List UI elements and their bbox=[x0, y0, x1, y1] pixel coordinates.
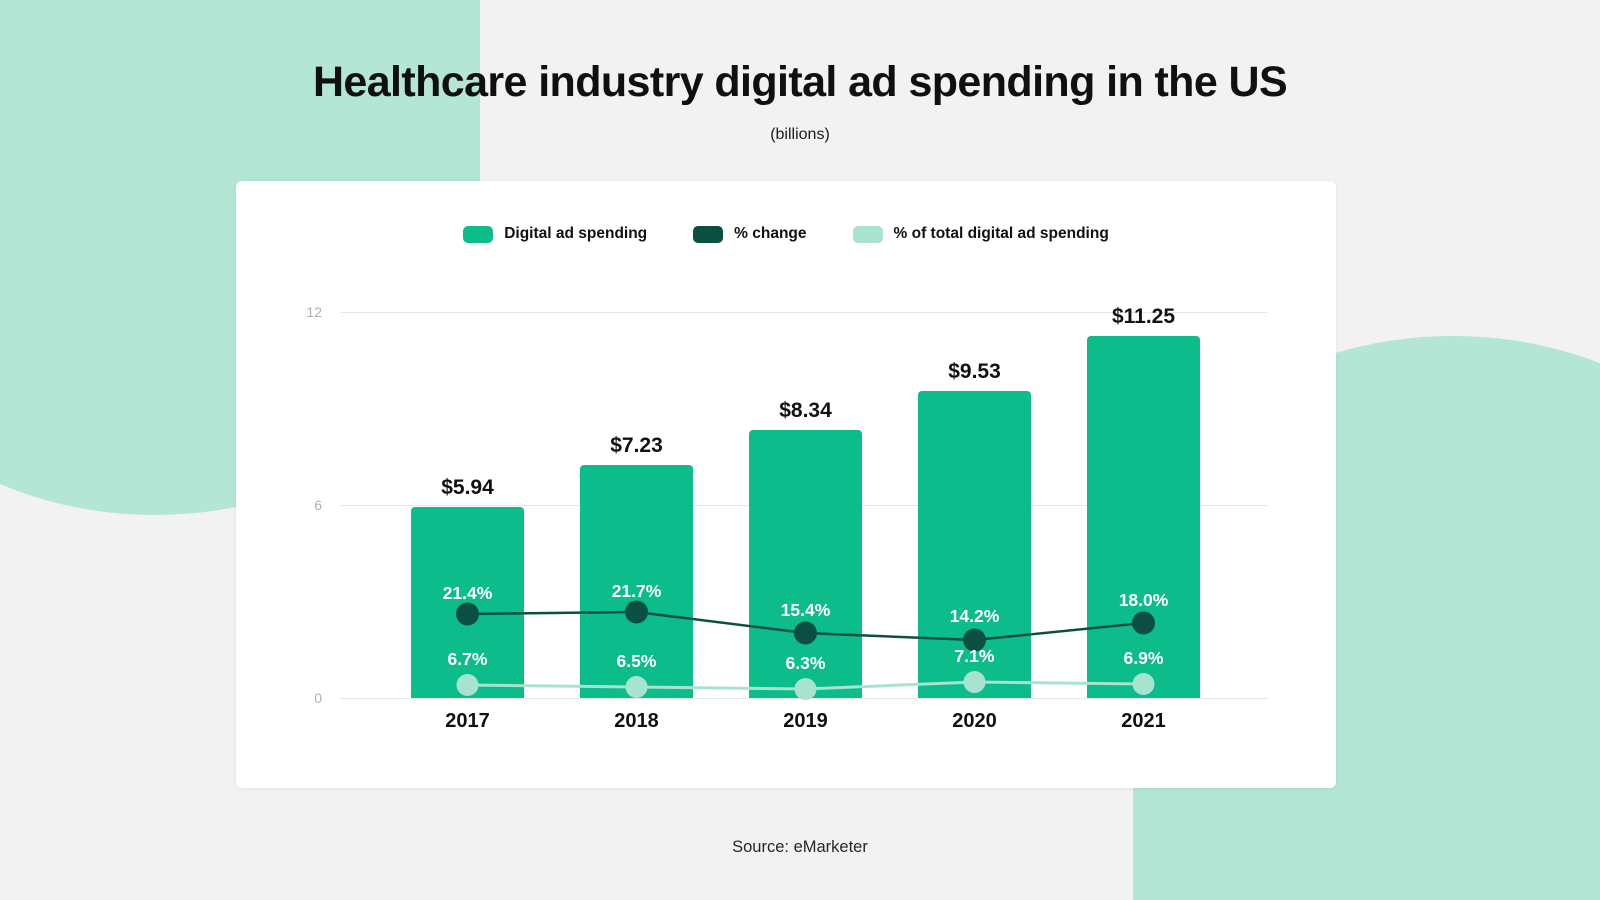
percent-of-total-label-2020: 7.1% bbox=[954, 646, 995, 666]
chart-card: Digital ad spending % change % of total … bbox=[236, 181, 1336, 788]
x-axis-tick-2019: 2019 bbox=[783, 710, 828, 732]
plot-area: 12 6 0 $5.94 $7.23 $8.34 $9.53 $11.25 bbox=[306, 304, 1268, 732]
bar-2018[interactable] bbox=[580, 465, 693, 698]
bar-value-2018: $7.23 bbox=[610, 434, 663, 457]
line-series-overlay bbox=[456, 600, 1155, 700]
legend-item-percent-change[interactable]: % change bbox=[693, 225, 807, 243]
percent-of-total-label-2017: 6.7% bbox=[447, 649, 488, 669]
percent-change-marker-2018 bbox=[625, 600, 648, 624]
percent-change-label-2018: 21.7% bbox=[611, 581, 662, 601]
percent-change-marker-2021 bbox=[1132, 611, 1155, 635]
x-axis-tick-2020: 2020 bbox=[952, 710, 997, 732]
percent-of-total-marker-2017 bbox=[456, 674, 479, 696]
legend-label: % change bbox=[734, 225, 807, 242]
legend-label: Digital ad spending bbox=[504, 225, 648, 242]
x-axis-tick-2018: 2018 bbox=[614, 710, 659, 732]
gridline-12 bbox=[340, 312, 1268, 313]
legend-swatch-icon bbox=[693, 225, 724, 243]
percent-of-total-marker-2018 bbox=[625, 676, 648, 698]
y-axis-tick-12: 12 bbox=[306, 304, 322, 320]
bar-value-2021: $11.25 bbox=[1111, 305, 1176, 328]
page-title: Healthcare industry digital ad spending … bbox=[312, 58, 1288, 106]
percent-change-label-2020: 14.2% bbox=[949, 606, 1000, 626]
x-axis-tick-2017: 2017 bbox=[445, 710, 490, 732]
percent-change-label-2017: 21.4% bbox=[442, 583, 493, 603]
percent-of-total-label-2021: 6.9% bbox=[1123, 648, 1164, 668]
source-note: Source: eMarketer bbox=[732, 838, 868, 856]
bar-value-2019: $8.34 bbox=[779, 399, 832, 422]
percent-change-label-2021: 18.0% bbox=[1118, 590, 1169, 610]
y-axis-tick-6: 6 bbox=[314, 497, 322, 513]
legend-label: % of total digital ad spending bbox=[893, 225, 1109, 242]
legend-swatch-icon bbox=[463, 225, 494, 243]
percent-of-total-marker-2019 bbox=[794, 678, 817, 700]
percent-change-marker-2020 bbox=[963, 628, 986, 652]
bar-2019[interactable] bbox=[749, 430, 862, 698]
page-subtitle: (billions) bbox=[770, 126, 830, 143]
bar-value-2017: $5.94 bbox=[441, 476, 494, 499]
bar-2021[interactable] bbox=[1087, 336, 1200, 698]
percent-change-marker-2019 bbox=[794, 621, 817, 645]
y-axis-tick-0: 0 bbox=[314, 690, 322, 706]
percent-of-total-label-2018: 6.5% bbox=[616, 651, 657, 671]
chart-legend: Digital ad spending % change % of total … bbox=[236, 225, 1336, 243]
legend-swatch-icon bbox=[852, 225, 883, 243]
percent-of-total-marker-2020 bbox=[963, 671, 986, 693]
x-axis-tick-2021: 2021 bbox=[1121, 710, 1166, 732]
percent-change-marker-2017 bbox=[456, 602, 479, 626]
percent-of-total-marker-2021 bbox=[1132, 673, 1155, 695]
bar-value-2020: $9.53 bbox=[948, 360, 1001, 383]
percent-of-total-label-2019: 6.3% bbox=[785, 653, 826, 673]
percent-change-label-2019: 15.4% bbox=[780, 600, 831, 620]
legend-item-percent-of-total[interactable]: % of total digital ad spending bbox=[852, 225, 1109, 243]
legend-item-digital-ad-spending[interactable]: Digital ad spending bbox=[463, 225, 647, 243]
